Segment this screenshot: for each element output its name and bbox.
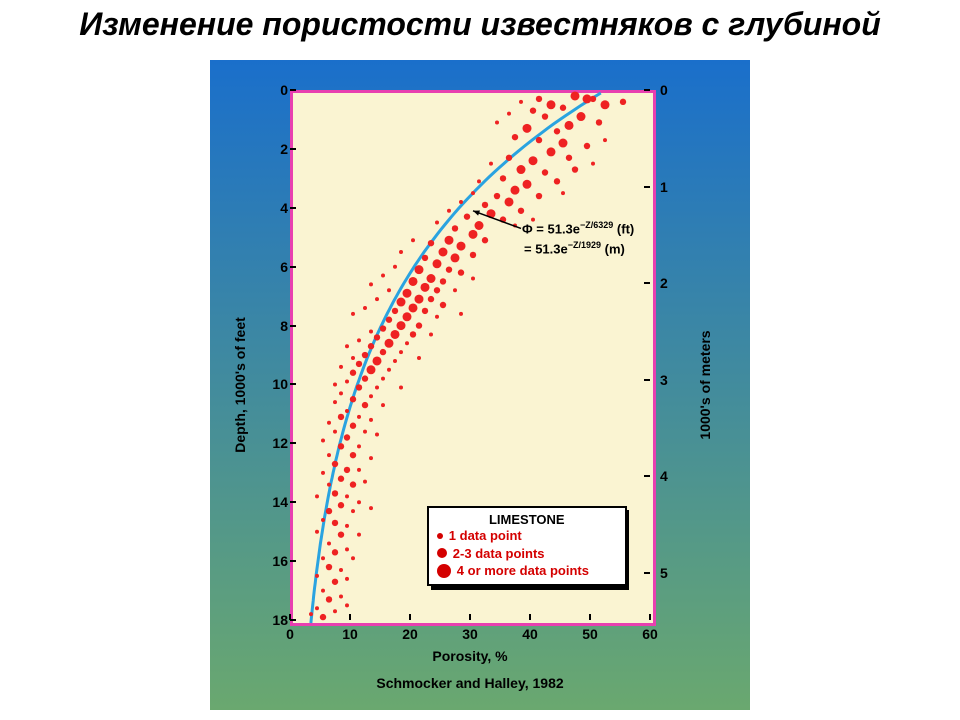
figure-panel: Depth, 1000's of feet 1000's of meters P… xyxy=(210,60,750,710)
equation-line1: Φ = 51.3e−Z/6329 (ft) xyxy=(522,220,634,236)
equation-line2: = 51.3e−Z/1929 (m) xyxy=(524,240,625,256)
credit-line: Schmocker and Halley, 1982 xyxy=(376,675,563,691)
x-axis-label: Porosity, % xyxy=(432,648,507,664)
slide: Изменение пористости известняков с глуби… xyxy=(0,0,960,720)
legend-box: LIMESTONE1 data point2-3 data points4 or… xyxy=(427,506,627,586)
y-axis-label-left: Depth, 1000's of feet xyxy=(232,317,248,453)
slide-title: Изменение пористости известняков с глуби… xyxy=(0,6,960,43)
